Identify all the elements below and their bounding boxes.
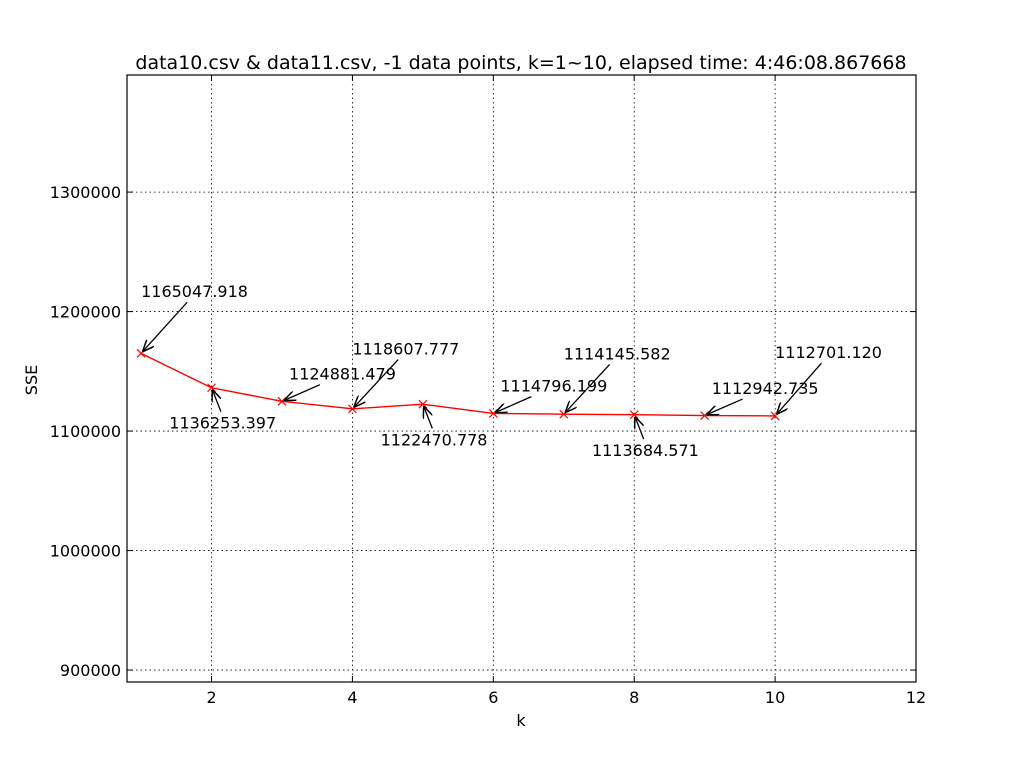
annotation-arrow bbox=[213, 391, 222, 412]
x-tick-label: 6 bbox=[488, 688, 498, 707]
axis-ticks: 2 4 6 8 10 12 900000 1000000 1100000 1200000 13000… bbox=[50, 75, 926, 707]
annotation-arrow bbox=[354, 359, 399, 407]
annotation-label: 1122470.778 bbox=[381, 430, 488, 449]
annotation-arrow bbox=[777, 362, 822, 413]
annotation-label: 1124881.479 bbox=[289, 365, 396, 384]
annotation-label: 1118607.777 bbox=[352, 340, 459, 359]
annotation-label: 1114796.199 bbox=[500, 377, 607, 396]
annotation-arrow bbox=[424, 407, 433, 429]
annotation-arrow bbox=[707, 398, 743, 414]
annotation-arrow bbox=[566, 363, 611, 412]
y-tick-label: 900000 bbox=[60, 661, 121, 680]
grid-lines bbox=[127, 75, 916, 682]
y-tick-label: 1100000 bbox=[50, 422, 121, 441]
plot-area-frame bbox=[126, 74, 917, 683]
annotation-label: 1112942.735 bbox=[712, 379, 819, 398]
x-axis-label: k bbox=[516, 711, 526, 730]
x-tick-label: 2 bbox=[206, 688, 216, 707]
annotation-layer: 1165047.918 1136253.397 1124881.479 1118607… bbox=[141, 282, 882, 460]
x-tick-label: 4 bbox=[347, 688, 357, 707]
annotation-label: 1165047.918 bbox=[141, 282, 248, 301]
annotation-label: 1112701.120 bbox=[775, 343, 882, 362]
series-line bbox=[140, 352, 776, 417]
y-tick-label: 1300000 bbox=[50, 183, 121, 202]
y-axis-label: SSE bbox=[22, 365, 41, 395]
annotation-arrow bbox=[285, 384, 321, 400]
annotation-label: 1113684.571 bbox=[592, 441, 699, 460]
annotation-arrow bbox=[143, 301, 188, 351]
annotation-label: 1114145.582 bbox=[564, 344, 671, 363]
y-tick-label: 1000000 bbox=[50, 542, 121, 561]
x-tick-label: 12 bbox=[906, 688, 926, 707]
chart-title: data10.csv & data11.csv, -1 data points,… bbox=[135, 52, 906, 74]
x-tick-label: 8 bbox=[629, 688, 639, 707]
x-tick-label: 10 bbox=[765, 688, 785, 707]
annotation-label: 1136253.397 bbox=[169, 414, 276, 433]
series-layer bbox=[136, 348, 780, 421]
y-tick-label: 1200000 bbox=[50, 303, 121, 322]
annotation-arrow bbox=[496, 396, 532, 413]
annotation-arrow bbox=[635, 418, 645, 440]
